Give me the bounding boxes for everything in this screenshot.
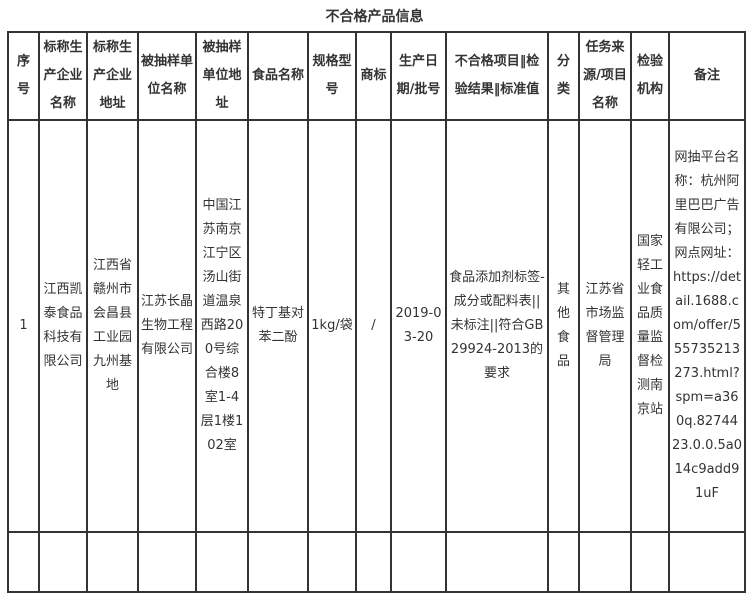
col-header-defect-item-result-standard: 不合格项目‖检验结果‖标准值	[445, 31, 549, 121]
cell-trademark: /	[355, 119, 392, 533]
col-header-task-source-project: 任务来源/项目名称	[578, 31, 632, 121]
cell-empty	[578, 531, 632, 593]
cell-production-date-batch: 2019-03-20	[390, 119, 447, 533]
cell-sampled-unit-address: 中国江苏南京江宁区汤山街道温泉西路200号综合楼8室1-4层1楼102室	[195, 119, 249, 533]
col-header-producer-name: 标称生产企业名称	[38, 31, 88, 121]
col-header-sampled-unit-name: 被抽样单位名称	[137, 31, 197, 121]
col-header-spec-model: 规格型号	[307, 31, 357, 121]
cell-empty	[307, 531, 357, 593]
cell-remark: 网抽平台名称：杭州阿里巴巴广告有限公司；网点网址：https://detail.…	[668, 119, 746, 533]
cell-inspection-agency: 国家轻工业食品质量监督检测南京站	[630, 119, 670, 533]
cell-sampled-unit-name: 江苏长晶生物工程有限公司	[137, 119, 197, 533]
cell-empty	[445, 531, 549, 593]
col-header-food-name: 食品名称	[247, 31, 309, 121]
defective-products-table: 序号 标称生产企业名称 标称生产企业地址 被抽样单位名称 被抽样单位地址 食品名…	[7, 31, 746, 593]
cell-producer-address: 江西省赣州市会昌县工业园九州基地	[86, 119, 139, 533]
cell-empty	[668, 531, 746, 593]
col-header-producer-address: 标称生产企业地址	[86, 31, 139, 121]
col-header-sampled-unit-address: 被抽样单位地址	[195, 31, 249, 121]
col-header-production-date-batch: 生产日期/批号	[390, 31, 447, 121]
page-title: 不合格产品信息	[325, 9, 424, 25]
cell-food-name: 特丁基对苯二酚	[247, 119, 309, 533]
cell-empty	[7, 531, 40, 593]
table-row-partial	[7, 531, 746, 593]
cell-empty	[38, 531, 88, 593]
cell-task-source-project: 江苏省市场监督管理局	[578, 119, 632, 533]
header-row: 序号 标称生产企业名称 标称生产企业地址 被抽样单位名称 被抽样单位地址 食品名…	[7, 31, 746, 121]
cell-empty	[390, 531, 447, 593]
table-row: 1 江西凯泰食品科技有限公司 江西省赣州市会昌县工业园九州基地 江苏长晶生物工程…	[7, 119, 746, 533]
cell-seq: 1	[7, 119, 40, 533]
col-header-trademark: 商标	[355, 31, 392, 121]
col-header-seq: 序号	[7, 31, 40, 121]
cell-spec-model: 1kg/袋	[307, 119, 357, 533]
cell-empty	[195, 531, 249, 593]
cell-empty	[247, 531, 309, 593]
col-header-category: 分类	[547, 31, 580, 121]
cell-empty	[547, 531, 580, 593]
cell-empty	[86, 531, 139, 593]
cell-producer-name: 江西凯泰食品科技有限公司	[38, 119, 88, 533]
col-header-inspection-agency: 检验机构	[630, 31, 670, 121]
cell-empty	[137, 531, 197, 593]
cell-defect-item-result-standard: 食品添加剂标签-成分或配料表||未标注||符合GB29924-2013的要求	[445, 119, 549, 533]
cell-category: 其他食品	[547, 119, 580, 533]
col-header-remark: 备注	[668, 31, 746, 121]
cell-empty	[630, 531, 670, 593]
cell-empty	[355, 531, 392, 593]
